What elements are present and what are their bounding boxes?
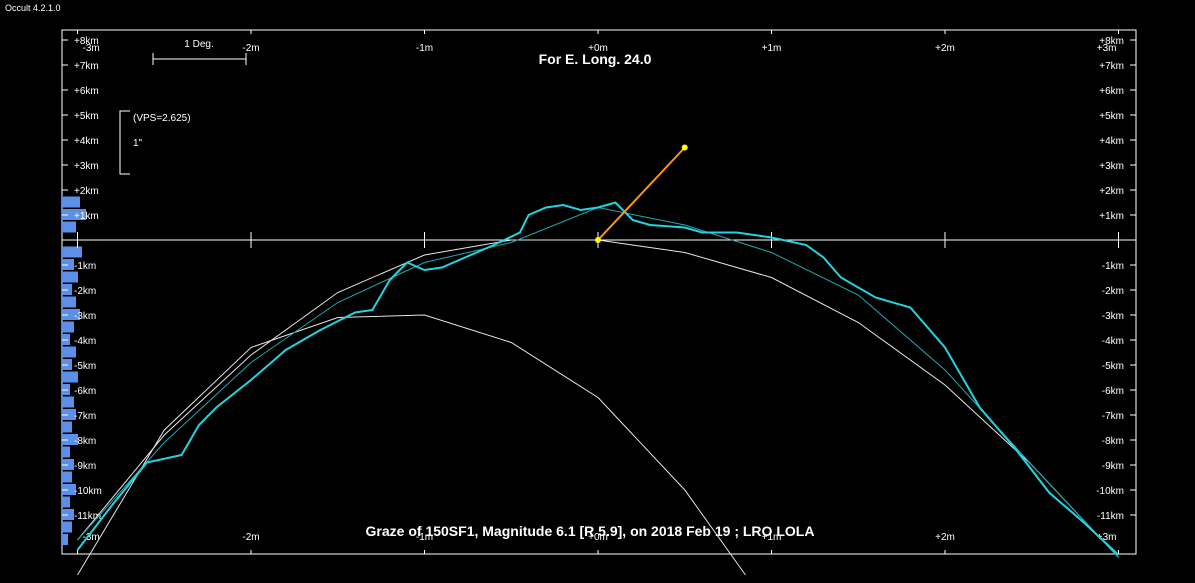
histogram-bar [62,209,86,220]
y-tick-label-left: -5km [74,361,96,372]
y-tick-label-left: +2km [74,186,99,197]
scale-bar-label: 1 Deg. [184,39,213,50]
x-tick-label-top: +0m [588,43,608,54]
histogram-bar [62,471,72,483]
y-tick-label-left: +3km [74,161,99,172]
graze-caption: Graze of 150SF1, Magnitude 6.1 [R 5.9], … [366,523,815,539]
vps-label: (VPS=2.625) [133,113,191,124]
histogram-bar [62,371,78,383]
x-tick-label-bottom: -2m [242,532,259,543]
y-ticks: +8km +8km +7km +7km +6km +6km +5km +5km +4km +4km… [62,36,1136,522]
vector-end-point [681,144,688,151]
y-tick-label-left: +5km [74,111,99,122]
x-tick-label-top: -2m [242,43,259,54]
y-tick-label-right: -1km [1102,261,1124,272]
origin-point [595,237,601,243]
histogram-bar [62,271,78,283]
chart-title: For E. Long. 24.0 [539,51,652,67]
y-tick-label-left: -3km [74,311,96,322]
histogram-bar [62,396,74,408]
y-tick-label-left: -7km [74,411,96,422]
y-tick-label-right: -10km [1096,486,1124,497]
x-tick-label-top: -1m [416,43,433,54]
y-tick-label-left: -10km [74,486,102,497]
y-tick-label-right: +1km [1099,211,1124,222]
x-ticks: -3m -3m -2m -2m -1m -1m +0m +0m +1m +1m +2m +2m +3m +… [77,30,1119,554]
mean-limb-line [77,206,1119,558]
y-tick-label-right: +4km [1099,136,1124,147]
histogram-bar [62,196,80,208]
y-tick-label-right: -2km [1102,286,1124,297]
histogram-bar [62,321,74,333]
y-tick-label-left: -11km [74,511,101,522]
x-tick-label-bottom: +1m [762,532,782,543]
y-tick-label-right: -9km [1102,461,1124,472]
histogram-bar [62,484,76,495]
x-tick-label-bottom: +2m [935,532,955,543]
y-tick-label-right: +7km [1099,61,1124,72]
histogram-bar [62,446,70,458]
y-tick-label-right: +3km [1099,161,1124,172]
y-tick-label-left: -9km [74,461,96,472]
histogram-bar [62,221,76,233]
y-tick-label-right: -7km [1102,411,1124,422]
histogram-bar [62,496,70,508]
x-tick-label-bottom: -3m [83,532,100,543]
x-tick-label-top: -3m [83,43,100,54]
x-tick-label-top: +3m [1097,43,1117,54]
y-tick-label-right: -5km [1102,361,1124,372]
histogram-bar [62,346,76,358]
y-tick-label-right: -8km [1102,436,1124,447]
y-tick-label-left: +6km [74,86,99,97]
histogram-bar [62,534,68,545]
vertical-scale-bracket [119,110,130,175]
y-tick-label-left: -2km [74,286,96,297]
y-tick-label-right: -6km [1102,386,1124,397]
histogram-bar [62,434,78,445]
y-tick-label-left: -4km [74,336,96,347]
x-tick-label-top: +2m [935,43,955,54]
y-tick-label-right: +5km [1099,111,1124,122]
x-tick-label-top: +1m [762,43,782,54]
plot-frame [61,29,1137,555]
y-tick-label-right: -4km [1102,336,1124,347]
y-tick-label-left: +1km [74,211,99,222]
arcsec-label: 1" [133,138,143,149]
y-tick-label-right: -3km [1102,311,1124,322]
histogram-bar [62,521,72,533]
histogram-bar [62,246,82,258]
y-tick-label-right: +2km [1099,186,1124,197]
histogram-bar [62,409,76,420]
x-tick-label-bottom: +0m [588,532,608,543]
reference-arc [77,239,1119,558]
y-tick-label-right: +6km [1099,86,1124,97]
y-tick-label-left: -6km [74,386,96,397]
x-tick-label-bottom: -1m [416,532,433,543]
direction-vector [597,146,686,241]
histogram-bar [62,309,80,320]
y-tick-label-right: +8km [1099,36,1124,47]
y-tick-label-left: +4km [74,136,99,147]
histogram-bar [62,421,72,433]
limb-profile-line [76,201,1120,556]
app-title: Occult 4.2.1.0 [5,3,61,13]
y-tick-label-left: -1km [74,261,96,272]
y-tick-label-left: -8km [74,436,96,447]
y-tick-label-left: +8km [74,36,99,47]
y-tick-label-left: +7km [74,61,99,72]
y-tick-label-right: -11km [1097,511,1124,522]
x-tick-label-bottom: +3m [1097,532,1117,543]
lower-arc [77,314,746,576]
histogram-bar [62,296,76,308]
